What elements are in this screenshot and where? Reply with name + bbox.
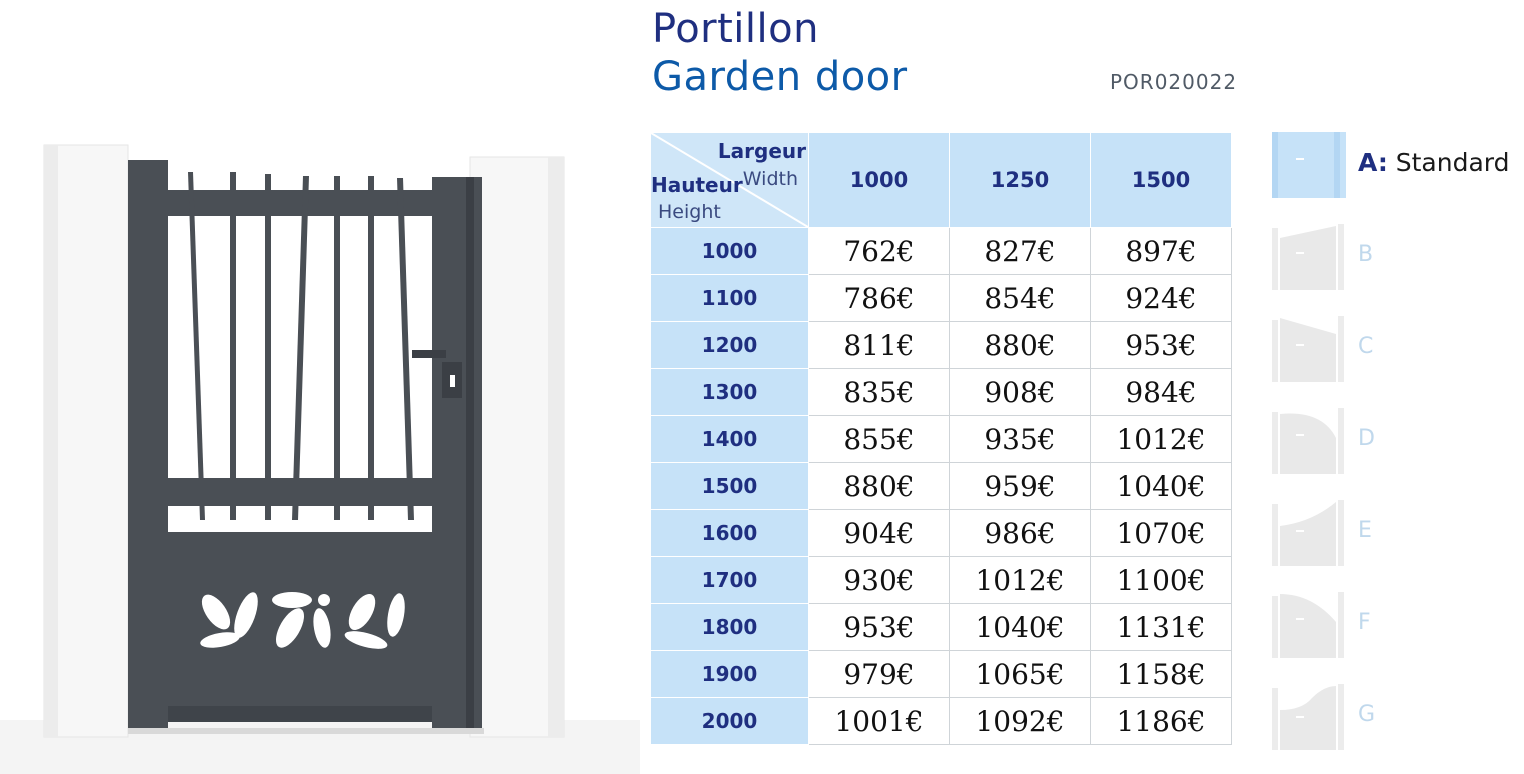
table-row: 1700 930€ 1012€ 1100€ xyxy=(650,556,1232,604)
price-cell: 786€ xyxy=(808,274,950,322)
price-cell: 1040€ xyxy=(949,603,1091,651)
price-cell: 897€ xyxy=(1090,227,1232,275)
price-cell: 880€ xyxy=(808,462,950,510)
header-width: Width xyxy=(742,168,798,190)
price-cell: 1065€ xyxy=(949,650,1091,698)
table-row: 1300 835€ 908€ 984€ xyxy=(650,368,1232,416)
model-option-b[interactable]: B xyxy=(1270,224,1524,292)
price-cell: 908€ xyxy=(949,368,1091,416)
table-row: 1100 786€ 854€ 924€ xyxy=(650,274,1232,322)
corner-diagonal xyxy=(651,133,808,227)
model-option-g[interactable]: G xyxy=(1270,684,1524,752)
price-cell: 984€ xyxy=(1090,368,1232,416)
price-cell: 930€ xyxy=(808,556,950,604)
row-header: 1200 xyxy=(650,321,809,369)
row-header: 1400 xyxy=(650,415,809,463)
model-letter: A xyxy=(1358,148,1378,177)
model-letter: C xyxy=(1358,334,1374,359)
table-row: 1800 953€ 1040€ 1131€ xyxy=(650,603,1232,651)
column-header: 1250 xyxy=(949,132,1091,228)
row-header: 1500 xyxy=(650,462,809,510)
price-cell: 880€ xyxy=(949,321,1091,369)
row-header: 1700 xyxy=(650,556,809,604)
gate-shape-f-icon xyxy=(1272,592,1344,658)
column-header: 1000 xyxy=(808,132,950,228)
price-cell: 1040€ xyxy=(1090,462,1232,510)
price-cell: 904€ xyxy=(808,509,950,557)
model-letter: E xyxy=(1358,518,1372,543)
row-header: 1100 xyxy=(650,274,809,322)
price-cell: 979€ xyxy=(808,650,950,698)
price-cell: 1100€ xyxy=(1090,556,1232,604)
price-cell: 953€ xyxy=(1090,321,1232,369)
price-cell: 1070€ xyxy=(1090,509,1232,557)
product-photo xyxy=(0,0,640,774)
table-header-row: Largeur Width Hauteur Height 1000 1250 1… xyxy=(650,132,1232,228)
model-label: Standard xyxy=(1395,148,1510,177)
price-cell: 1012€ xyxy=(1090,415,1232,463)
gate-shape-b-icon xyxy=(1272,224,1344,290)
header-largeur: Largeur xyxy=(717,139,806,163)
row-header: 1300 xyxy=(650,368,809,416)
model-letter: F xyxy=(1358,610,1371,635)
price-cell: 854€ xyxy=(949,274,1091,322)
row-header: 1000 xyxy=(650,227,809,275)
model-letter: D xyxy=(1358,426,1375,451)
column-header: 1500 xyxy=(1090,132,1232,228)
gate-shape-d-icon xyxy=(1272,408,1344,474)
model-letter: G xyxy=(1358,702,1376,727)
price-cell: 762€ xyxy=(808,227,950,275)
price-cell: 935€ xyxy=(949,415,1091,463)
model-option-d[interactable]: D xyxy=(1270,408,1524,476)
gate-shape-g-icon xyxy=(1272,684,1344,750)
price-cell: 986€ xyxy=(949,509,1091,557)
row-header: 2000 xyxy=(650,697,809,745)
price-cell: 811€ xyxy=(808,321,950,369)
table-row: 1500 880€ 959€ 1040€ xyxy=(650,462,1232,510)
price-cell: 827€ xyxy=(949,227,1091,275)
price-cell: 959€ xyxy=(949,462,1091,510)
product-reference: POR020022 xyxy=(1110,70,1238,94)
table-row: 1600 904€ 986€ 1070€ xyxy=(650,509,1232,557)
model-option-a[interactable]: A: Standard xyxy=(1270,132,1524,200)
price-cell: 924€ xyxy=(1090,274,1232,322)
price-cell: 835€ xyxy=(808,368,950,416)
table-row: 1900 979€ 1065€ 1158€ xyxy=(650,650,1232,698)
header-height: Height xyxy=(658,201,721,223)
row-header: 1600 xyxy=(650,509,809,557)
table-row: 1000 762€ 827€ 897€ xyxy=(650,227,1232,275)
price-cell: 1186€ xyxy=(1090,697,1232,745)
price-cell: 1158€ xyxy=(1090,650,1232,698)
table-row: 1200 811€ 880€ 953€ xyxy=(650,321,1232,369)
product-title-en: Garden door xyxy=(652,54,908,100)
gate-shape-standard-icon xyxy=(1272,132,1346,198)
gate-shape-c-icon xyxy=(1272,316,1344,382)
table-row: 1400 855€ 935€ 1012€ xyxy=(650,415,1232,463)
price-cell: 1092€ xyxy=(949,697,1091,745)
model-option-f[interactable]: F xyxy=(1270,592,1524,660)
row-header: 1900 xyxy=(650,650,809,698)
model-letter: B xyxy=(1358,242,1374,267)
garden-door-illustration xyxy=(0,0,640,774)
price-cell: 1001€ xyxy=(808,697,950,745)
price-cell: 1012€ xyxy=(949,556,1091,604)
table-row: 2000 1001€ 1092€ 1186€ xyxy=(650,697,1232,745)
header-hauteur: Hauteur xyxy=(651,173,743,197)
model-option-e[interactable]: E xyxy=(1270,500,1524,568)
row-header: 1800 xyxy=(650,603,809,651)
price-cell: 855€ xyxy=(808,415,950,463)
price-cell: 1131€ xyxy=(1090,603,1232,651)
price-table: Largeur Width Hauteur Height 1000 1250 1… xyxy=(650,132,1232,745)
price-cell: 953€ xyxy=(808,603,950,651)
gate-shape-e-icon xyxy=(1272,500,1344,566)
model-option-c[interactable]: C xyxy=(1270,316,1524,384)
product-title-fr: Portillon xyxy=(652,6,819,52)
table-corner-header: Largeur Width Hauteur Height xyxy=(650,132,809,228)
